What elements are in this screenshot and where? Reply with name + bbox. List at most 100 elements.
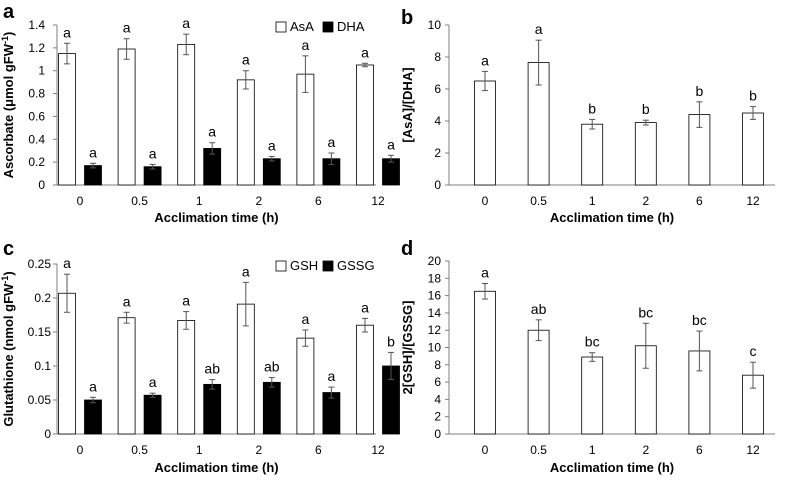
ratio-bar (634, 122, 657, 186)
x-tick-label: 6 (696, 194, 703, 208)
gsh-bar (58, 292, 76, 435)
x-axis-title: Acclimation time (h) (550, 460, 674, 475)
legend-swatch-asa (275, 21, 287, 33)
y-tick-label: 0.15 (28, 325, 52, 339)
y-tick-label: 2 (434, 410, 441, 424)
significance-letter: a (182, 293, 190, 309)
ratio-bar (581, 356, 604, 435)
significance-letter: ab (204, 361, 220, 377)
x-tick-label: 0.5 (131, 443, 148, 457)
y-axis-title-superscript: -1 (0, 36, 10, 44)
x-tick-label: 12 (371, 194, 385, 208)
x-tick-label: 2 (255, 443, 262, 457)
x-tick-label: 0 (77, 443, 84, 457)
significance-letter: a (387, 136, 395, 152)
x-tick-label: 0 (77, 194, 84, 208)
y-tick-label: 0 (434, 427, 441, 441)
x-tick-label: 1 (196, 443, 203, 457)
significance-letter: a (242, 52, 250, 68)
y-tick-label: 16 (428, 289, 442, 303)
significance-letter: a (89, 144, 97, 160)
y-tick-label: 8 (434, 358, 441, 372)
y-tick-label: 6 (434, 82, 441, 96)
ratio-bar (581, 123, 604, 186)
dha-bar (262, 158, 281, 186)
y-tick-label: 18 (428, 271, 442, 285)
significance-letter: a (328, 134, 336, 150)
gssg-bar (322, 392, 341, 435)
significance-letter: a (242, 263, 250, 279)
significance-letter: a (328, 368, 336, 384)
significance-letter: a (268, 137, 276, 153)
y-axis-title-text: Glutathione (nmol gFW (1, 283, 16, 427)
legend-swatch-dha (322, 21, 334, 33)
y-tick-label: 0.8 (28, 87, 45, 101)
y-axis-title: Ascorbate (μmol gFW-1) (0, 32, 16, 179)
x-axis-title: Acclimation time (h) (550, 210, 674, 225)
y-axis-title-end: ) (1, 271, 16, 275)
legend-label-asa: AsA (290, 19, 314, 34)
significance-letter: b (749, 88, 757, 104)
gssg-bar (203, 383, 222, 435)
y-tick-label: 6 (434, 375, 441, 389)
legend-swatch-gsh (275, 260, 287, 272)
y-tick-label: 0.2 (28, 155, 45, 169)
significance-letter: a (302, 311, 310, 327)
significance-letter: a (208, 124, 216, 140)
x-axis-title: Acclimation time (h) (154, 210, 278, 225)
significance-letter: b (588, 100, 596, 116)
gsh-bar (356, 324, 374, 435)
panel-letter: b (401, 7, 413, 29)
y-tick-label: 4 (434, 114, 441, 128)
x-tick-label: 6 (315, 443, 322, 457)
x-tick-label: 0.5 (530, 194, 547, 208)
x-tick-label: 2 (642, 443, 649, 457)
gsh-bar (117, 317, 136, 435)
x-tick-label: 1 (196, 194, 203, 208)
x-tick-label: 1 (589, 194, 596, 208)
significance-letter: a (123, 20, 131, 36)
y-tick-label: 0.2 (34, 291, 51, 305)
significance-letter: a (63, 24, 71, 40)
panel-letter: d (401, 238, 413, 260)
significance-letter: bc (638, 304, 653, 320)
x-tick-label: 0 (482, 443, 489, 457)
panel-c: c00.050.10.150.20.250 0.5 1 2 6 12Acclimation… (0, 238, 400, 475)
x-tick-label: 12 (371, 443, 385, 457)
y-tick-label: 4 (434, 392, 441, 406)
y-tick-label: 12 (428, 323, 442, 337)
y-tick-label: 0.1 (34, 359, 51, 373)
y-axis-title: 2[GSH]/[GSSG] (400, 301, 415, 395)
x-tick-label: 0.5 (131, 194, 148, 208)
gssg-bar (84, 399, 102, 435)
y-axis-title-text: [AsA]/[DHA] (400, 67, 415, 142)
significance-letter: a (149, 145, 157, 161)
significance-letter: a (63, 255, 71, 271)
asa-bar (356, 64, 374, 186)
legend-label-dha: DHA (337, 19, 365, 34)
significance-letter: a (182, 15, 190, 31)
y-axis-title-superscript: -1 (0, 276, 10, 284)
panel-letter: a (3, 1, 15, 23)
x-tick-label: 6 (315, 194, 322, 208)
gsh-bar (296, 337, 315, 435)
ratio-bar (527, 329, 550, 435)
significance-letter: a (481, 264, 489, 280)
x-tick-label: 0.5 (530, 443, 547, 457)
x-tick-label: 2 (642, 194, 649, 208)
significance-letter: a (361, 299, 369, 315)
legend-label-gsh: GSH (290, 258, 318, 273)
y-tick-label: 20 (428, 254, 442, 268)
y-tick-label: 1 (38, 64, 45, 78)
x-tick-label: 6 (696, 443, 703, 457)
significance-letter: a (302, 37, 310, 53)
y-tick-label: 1.2 (28, 41, 45, 55)
dha-bar (84, 165, 102, 186)
significance-letter: a (535, 21, 543, 37)
y-axis-title-text: Ascorbate ( (1, 106, 16, 178)
asa-bar (117, 48, 136, 186)
y-tick-label: 10 (428, 18, 442, 32)
ratio-bar (474, 290, 496, 435)
significance-letter: c (750, 343, 757, 359)
